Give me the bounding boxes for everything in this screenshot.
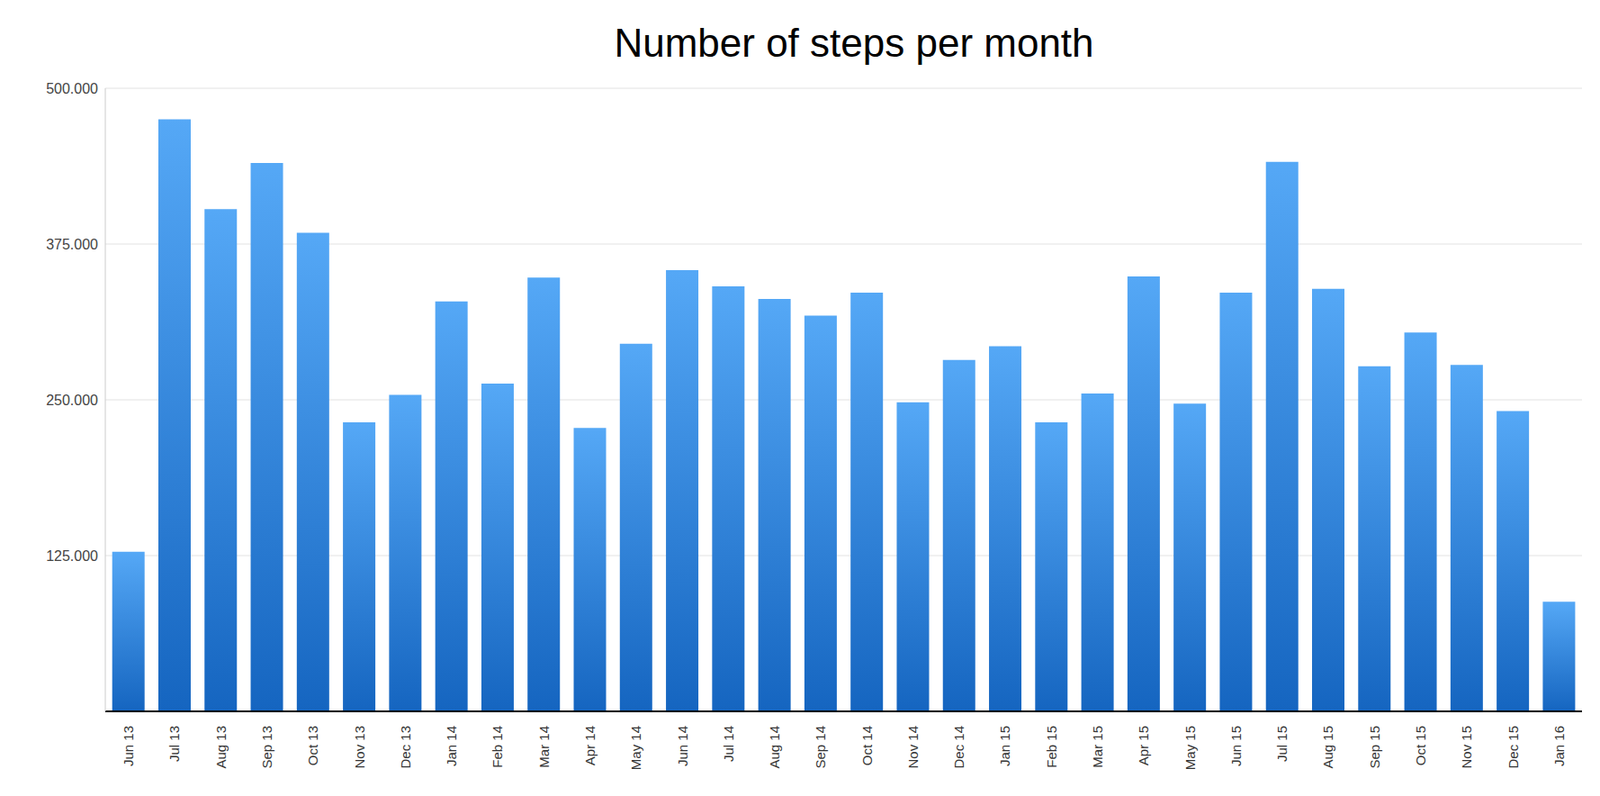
svg-text:Jul 13: Jul 13 <box>166 725 182 762</box>
svg-text:Jun 13: Jun 13 <box>120 725 136 766</box>
svg-text:Dec 14: Dec 14 <box>951 725 967 769</box>
svg-text:Aug 15: Aug 15 <box>1320 725 1336 769</box>
svg-text:Apr 14: Apr 14 <box>582 725 598 765</box>
svg-text:May 15: May 15 <box>1182 725 1198 770</box>
svg-text:Apr 15: Apr 15 <box>1135 725 1151 765</box>
svg-text:Jan 16: Jan 16 <box>1551 725 1567 766</box>
svg-text:Feb 14: Feb 14 <box>489 725 505 768</box>
html-text:Number of steps per month: Number of steps per month <box>614 20 1094 65</box>
svg-text:Oct 13: Oct 13 <box>305 725 321 765</box>
svg-text:Mar 14: Mar 14 <box>536 725 552 768</box>
svg-text:500.000: 500.000 <box>45 80 99 97</box>
svg-text:Nov 14: Nov 14 <box>905 725 921 769</box>
svg-text:Oct 15: Oct 15 <box>1412 725 1429 765</box>
svg-text:Sep 15: Sep 15 <box>1366 725 1383 769</box>
svg-text:Feb 15: Feb 15 <box>1043 725 1060 768</box>
svg-text:375.000: 375.000 <box>45 236 99 252</box>
svg-text:125.000: 125.000 <box>45 548 99 564</box>
svg-text:Aug 14: Aug 14 <box>766 725 783 769</box>
svg-text:Jun 15: Jun 15 <box>1228 725 1244 766</box>
svg-text:May 14: May 14 <box>628 725 644 770</box>
svg-text:Jan 15: Jan 15 <box>997 725 1013 766</box>
svg-text:Jul 14: Jul 14 <box>720 725 737 762</box>
svg-text:Sep 14: Sep 14 <box>812 725 828 769</box>
svg-text:Dec 15: Dec 15 <box>1505 725 1521 769</box>
svg-text:Aug 13: Aug 13 <box>213 725 229 769</box>
svg-text:Nov 13: Nov 13 <box>351 725 368 769</box>
svg-text:Oct 14: Oct 14 <box>859 725 875 765</box>
svg-text:Dec 13: Dec 13 <box>397 725 414 769</box>
svg-text:Mar 15: Mar 15 <box>1089 725 1106 768</box>
svg-text:Jul 15: Jul 15 <box>1274 725 1290 762</box>
svg-text:Jun 14: Jun 14 <box>674 725 691 766</box>
svg-text:Sep 13: Sep 13 <box>259 725 275 769</box>
svg-text:Nov 15: Nov 15 <box>1458 725 1475 769</box>
svg-text:Jan 14: Jan 14 <box>443 725 459 766</box>
svg-text:250.000: 250.000 <box>45 392 99 408</box>
